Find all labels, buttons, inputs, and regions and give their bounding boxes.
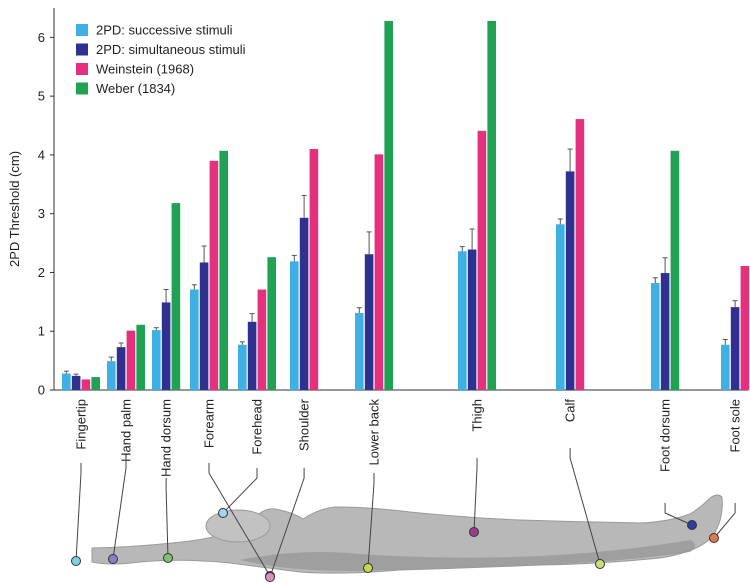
callout-line	[112, 458, 127, 560]
x-tick-label: Foot dorsum	[658, 399, 673, 472]
bar	[467, 249, 477, 390]
y-tick-label: 5	[38, 89, 45, 104]
bar	[355, 313, 364, 390]
x-tick-label: Shoulder	[297, 398, 312, 451]
bar	[670, 150, 680, 390]
body-illustration	[91, 494, 723, 574]
body-marker	[163, 553, 173, 563]
bar	[190, 289, 199, 390]
body-marker	[218, 508, 228, 518]
body-marker	[469, 527, 479, 537]
head-shape	[205, 509, 271, 543]
body-silhouette	[91, 494, 723, 574]
bar	[238, 344, 247, 390]
legend-swatch	[76, 43, 88, 56]
bar	[660, 273, 670, 390]
body-marker	[363, 563, 373, 573]
y-tick-label: 0	[38, 383, 45, 398]
body-marker	[71, 556, 81, 566]
y-tick-label: 4	[38, 147, 45, 162]
bar	[364, 254, 374, 390]
body-marker	[108, 554, 118, 564]
bar	[219, 150, 228, 390]
bar	[136, 324, 145, 390]
bar	[171, 203, 181, 390]
y-tick-label: 6	[38, 30, 45, 45]
bar	[384, 20, 393, 391]
bar	[116, 347, 126, 390]
y-axis-label: 2PD Threshold (cm)	[7, 151, 22, 267]
body-marker	[595, 559, 605, 569]
bar	[721, 344, 730, 390]
bar	[91, 377, 100, 390]
body-marker	[265, 572, 275, 582]
bar	[71, 375, 81, 390]
callout-line	[569, 448, 601, 565]
x-tick-label: Forearm	[202, 399, 217, 448]
bar	[107, 361, 116, 390]
x-tick-label: Lower back	[367, 399, 382, 466]
callout-line	[664, 503, 693, 526]
bar	[299, 217, 309, 390]
bar	[257, 289, 267, 390]
bar	[267, 257, 276, 390]
bar	[62, 373, 71, 390]
bar	[199, 262, 209, 390]
bar	[740, 265, 750, 390]
bar	[477, 130, 487, 390]
callout-line	[713, 503, 736, 539]
y-tick-label: 2	[38, 265, 45, 280]
bar	[152, 330, 161, 390]
bar	[556, 224, 565, 390]
bar	[651, 283, 660, 390]
bar	[247, 321, 257, 390]
body-marker	[709, 533, 719, 543]
bar	[309, 149, 319, 390]
x-tick-label: Hand palm	[119, 399, 134, 462]
bar	[458, 251, 467, 390]
bar	[161, 302, 171, 390]
body-marker	[687, 520, 697, 530]
callout-line	[269, 468, 305, 578]
legend-swatch	[76, 24, 88, 36]
legend-entry: Weber (1834)	[96, 81, 175, 96]
callout-line	[367, 473, 375, 569]
x-tick-label: Calf	[563, 399, 578, 423]
bar	[374, 154, 384, 390]
body-shading	[240, 540, 695, 572]
callout-line	[473, 458, 478, 533]
bar	[487, 20, 496, 391]
legend-entry: 2PD: successive stimuli	[96, 23, 233, 38]
x-tick-label: Foot sole	[728, 399, 743, 452]
bar	[209, 160, 219, 390]
x-tick-label: Thigh	[470, 399, 485, 432]
x-tick-label: Fingertip	[74, 399, 89, 450]
legend-swatch	[76, 82, 88, 95]
legend-entry: 2PD: simultaneous stimuli	[96, 42, 246, 57]
bar	[290, 261, 299, 390]
x-tick-label: Forehead	[250, 399, 265, 455]
legend-swatch	[76, 63, 88, 75]
callout-line	[222, 468, 258, 514]
callout-line	[75, 463, 82, 562]
bar	[730, 307, 740, 390]
legend-entry: Weinstein (1968)	[96, 62, 194, 77]
callout-line	[208, 463, 271, 577]
bar	[126, 330, 136, 390]
y-tick-label: 1	[38, 324, 45, 339]
bar	[81, 379, 91, 390]
x-tick-label: Hand dorsum	[159, 399, 174, 477]
bar	[565, 171, 575, 390]
callout-line	[165, 478, 169, 559]
y-tick-label: 3	[38, 206, 45, 221]
bar	[575, 119, 585, 390]
